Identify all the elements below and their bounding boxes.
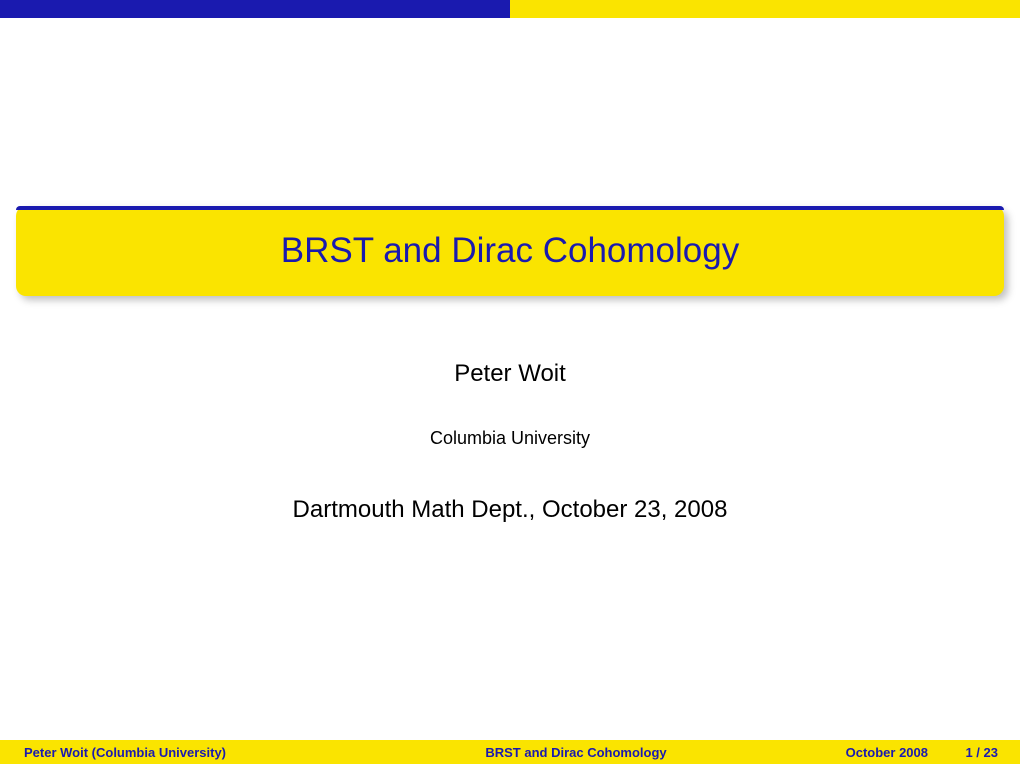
- slide-content: BRST and Dirac Cohomology Peter Woit Col…: [0, 18, 1020, 740]
- footer-date: October 2008: [794, 745, 944, 760]
- slide-footer: Peter Woit (Columbia University) BRST an…: [0, 740, 1020, 764]
- author-name: Peter Woit: [0, 360, 1020, 388]
- footer-author: Peter Woit (Columbia University): [0, 745, 358, 760]
- slide-title: BRST and Dirac Cohomology: [281, 231, 739, 271]
- author-affiliation: Columbia University: [0, 428, 1020, 449]
- footer-title: BRST and Dirac Cohomology: [358, 745, 794, 760]
- top-bar: [0, 0, 1020, 18]
- title-block: BRST and Dirac Cohomology: [16, 206, 1004, 296]
- top-bar-left: [0, 0, 510, 18]
- footer-page: 1 / 23: [944, 745, 1020, 760]
- top-bar-right: [510, 0, 1020, 18]
- venue-date: Dartmouth Math Dept., October 23, 2008: [0, 496, 1020, 524]
